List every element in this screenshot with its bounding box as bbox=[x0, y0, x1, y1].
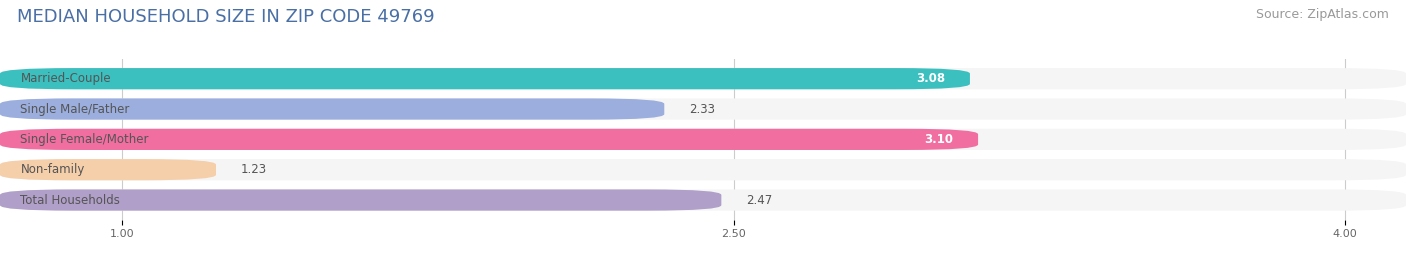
Text: 2.47: 2.47 bbox=[745, 193, 772, 207]
FancyBboxPatch shape bbox=[0, 129, 1406, 150]
FancyBboxPatch shape bbox=[0, 98, 664, 120]
Text: MEDIAN HOUSEHOLD SIZE IN ZIP CODE 49769: MEDIAN HOUSEHOLD SIZE IN ZIP CODE 49769 bbox=[17, 8, 434, 26]
Text: Non-family: Non-family bbox=[20, 163, 84, 176]
Text: 2.33: 2.33 bbox=[689, 103, 714, 116]
Text: Source: ZipAtlas.com: Source: ZipAtlas.com bbox=[1256, 8, 1389, 21]
FancyBboxPatch shape bbox=[0, 189, 721, 211]
FancyBboxPatch shape bbox=[0, 189, 1406, 211]
FancyBboxPatch shape bbox=[0, 159, 1406, 180]
Text: Total Households: Total Households bbox=[20, 193, 121, 207]
Text: Single Female/Mother: Single Female/Mother bbox=[20, 133, 149, 146]
FancyBboxPatch shape bbox=[0, 68, 970, 89]
FancyBboxPatch shape bbox=[0, 159, 217, 180]
Text: 3.08: 3.08 bbox=[917, 72, 945, 85]
Text: Single Male/Father: Single Male/Father bbox=[20, 103, 129, 116]
FancyBboxPatch shape bbox=[0, 129, 979, 150]
FancyBboxPatch shape bbox=[0, 68, 1406, 89]
FancyBboxPatch shape bbox=[0, 98, 1406, 120]
Text: 3.10: 3.10 bbox=[925, 133, 953, 146]
Text: Married-Couple: Married-Couple bbox=[20, 72, 111, 85]
Text: 1.23: 1.23 bbox=[240, 163, 267, 176]
